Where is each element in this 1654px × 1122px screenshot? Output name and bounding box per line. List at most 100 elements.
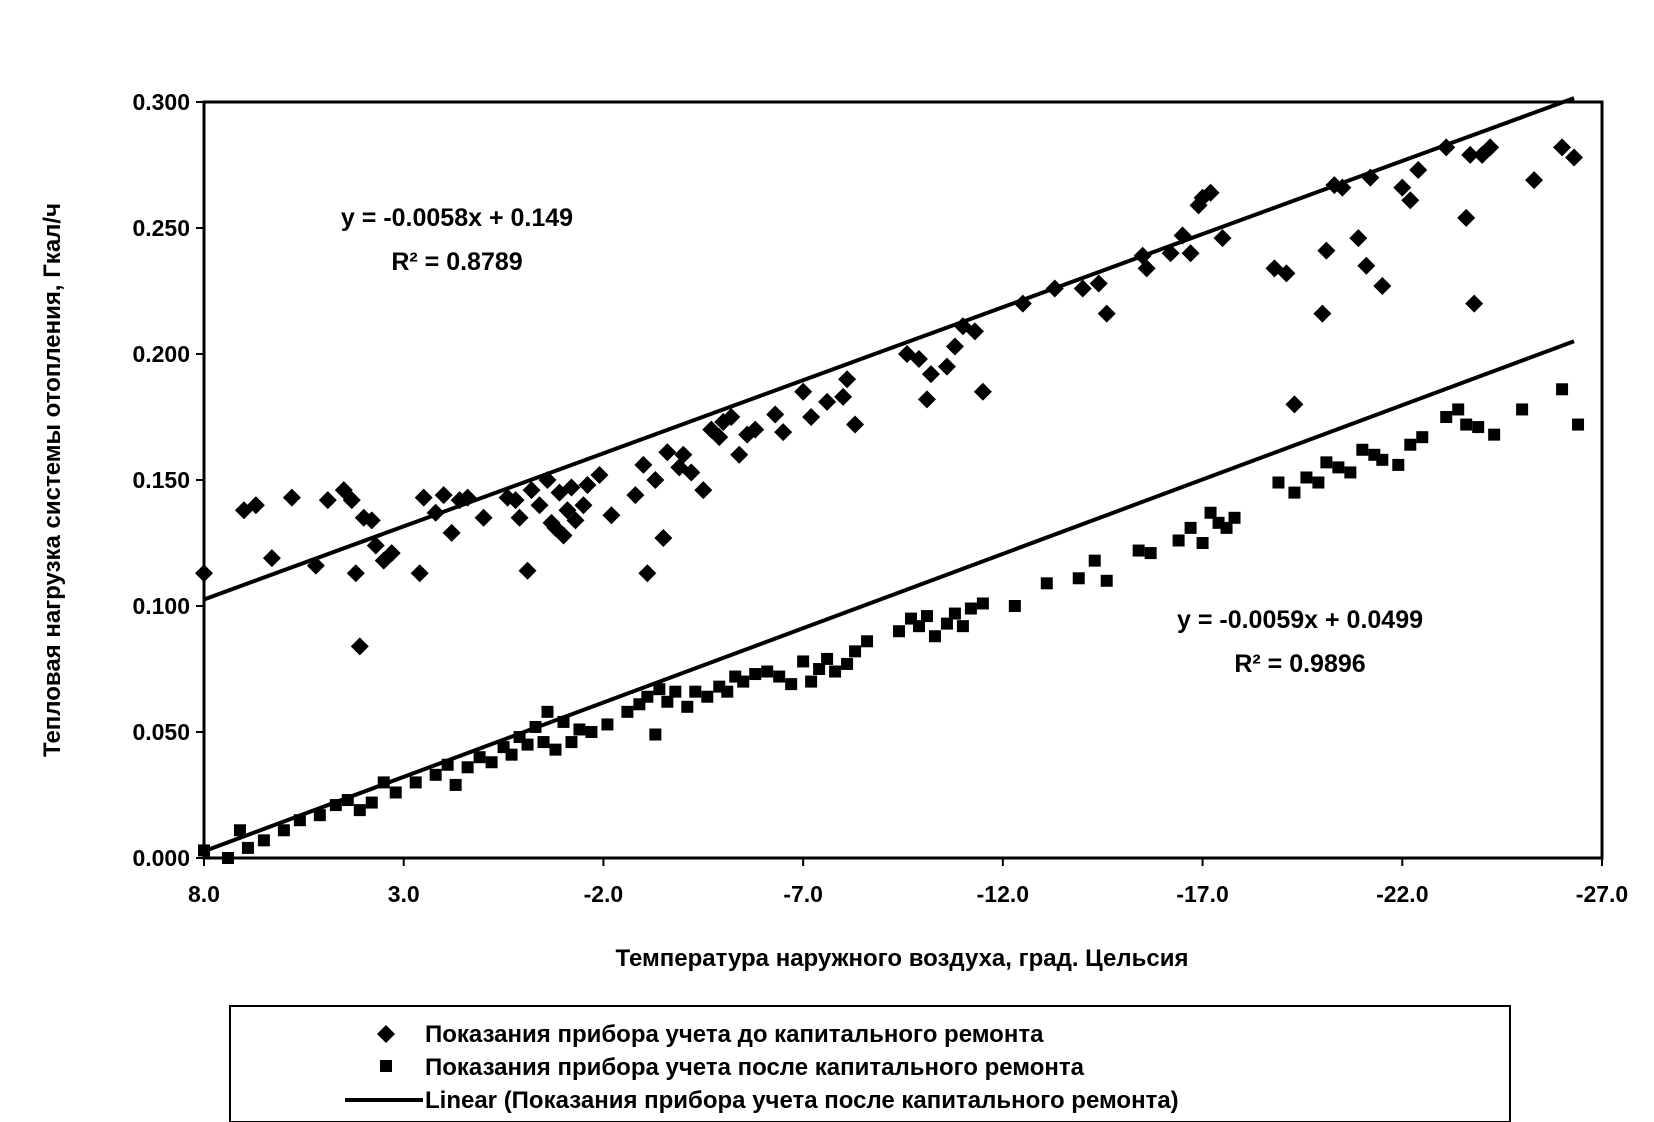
point-before — [1201, 183, 1220, 202]
point-before — [1277, 264, 1296, 283]
point-before — [350, 637, 369, 656]
x-tick-label: 8.0 — [188, 881, 220, 907]
point-after — [773, 670, 786, 683]
point-after — [1472, 421, 1485, 434]
point-before — [722, 408, 741, 426]
point-before — [818, 392, 837, 411]
point-after — [861, 635, 874, 648]
point-after — [805, 675, 818, 688]
point-after — [761, 665, 774, 678]
point-after — [389, 786, 402, 799]
point-after — [1040, 577, 1053, 590]
x-axis: 8.0 3.0 -2.0 -7.0 -12.0 -17.0 -22.0 -27.0 — [188, 858, 1628, 907]
point-after — [785, 678, 798, 691]
point-before — [554, 526, 573, 545]
point-after — [912, 620, 925, 633]
point-after — [976, 597, 989, 610]
point-before — [1313, 304, 1332, 323]
point-after — [956, 620, 969, 633]
legend-label-before: Показания прибора учета до капитального … — [425, 1021, 1044, 1048]
point-after — [893, 625, 906, 638]
point-before — [590, 465, 609, 484]
point-after — [641, 690, 654, 703]
point-after — [409, 776, 422, 789]
point-after — [669, 685, 682, 698]
point-after — [1556, 383, 1569, 396]
y-tick-label: 0.150 — [132, 467, 190, 493]
point-after — [549, 743, 562, 756]
point-before — [794, 382, 813, 401]
legend-box — [229, 1005, 1511, 1122]
point-after — [721, 685, 734, 698]
point-before — [917, 390, 936, 409]
point-before — [626, 486, 645, 505]
point-before — [602, 506, 621, 525]
point-before — [1437, 138, 1456, 157]
point-after — [1204, 506, 1217, 519]
y-axis-title: Тепловая нагрузка системы отопления, Гка… — [39, 203, 66, 757]
point-before — [1349, 229, 1368, 248]
point-after — [313, 809, 326, 822]
point-before — [366, 536, 385, 555]
point-after — [1376, 453, 1389, 466]
x-tick-label: -7.0 — [783, 881, 823, 907]
legend: Показания прибора учета до капитального … — [229, 1005, 1511, 1122]
point-after — [653, 683, 666, 696]
legend-label-linear: Linear (Показания прибора учета после ка… — [425, 1087, 1179, 1114]
point-before — [1393, 178, 1412, 197]
point-after — [537, 736, 550, 749]
point-before — [1465, 294, 1484, 313]
point-after — [473, 751, 486, 764]
point-after — [841, 657, 854, 670]
point-after — [1404, 438, 1417, 451]
point-after — [1452, 403, 1465, 416]
point-after — [621, 705, 634, 718]
point-before — [973, 382, 992, 401]
point-before — [1045, 279, 1064, 298]
point-after — [257, 834, 270, 847]
point-before — [506, 491, 525, 510]
point-after — [329, 799, 342, 812]
point-before — [634, 455, 653, 474]
point-after — [529, 720, 542, 733]
point-after — [1220, 521, 1233, 534]
point-after — [505, 748, 518, 761]
point-after — [1184, 521, 1197, 534]
point-after — [928, 630, 941, 643]
point-after — [585, 726, 598, 738]
point-before — [937, 357, 956, 376]
y-tick-label: 0.200 — [132, 341, 190, 367]
point-before — [195, 564, 213, 583]
point-before — [334, 481, 353, 500]
point-after — [1196, 537, 1209, 549]
y-tick-label: 0.250 — [132, 215, 190, 241]
point-after — [341, 794, 354, 807]
point-before — [1161, 244, 1180, 263]
point-before — [1457, 208, 1476, 227]
point-before — [654, 528, 673, 547]
point-after — [485, 756, 498, 769]
point-before — [1357, 256, 1376, 275]
point-before — [1409, 161, 1428, 180]
point-before — [710, 428, 729, 447]
point-before — [1097, 304, 1116, 323]
point-before — [558, 501, 577, 520]
point-after — [1320, 456, 1333, 469]
point-before — [562, 478, 581, 497]
point-before — [1285, 395, 1304, 414]
point-before — [246, 496, 265, 515]
point-after — [689, 685, 702, 698]
point-before — [574, 496, 593, 515]
point-after — [565, 736, 578, 749]
point-after — [557, 715, 570, 728]
plot-area — [202, 100, 1604, 860]
point-after — [821, 652, 834, 665]
trend-equation-before: y = -0.0058x + 0.149 — [341, 204, 573, 232]
point-before — [638, 564, 657, 583]
point-before — [1013, 294, 1032, 313]
x-tick-label: -27.0 — [1576, 881, 1628, 907]
point-before — [766, 405, 785, 424]
point-after — [1100, 574, 1113, 587]
point-after — [1344, 466, 1357, 479]
